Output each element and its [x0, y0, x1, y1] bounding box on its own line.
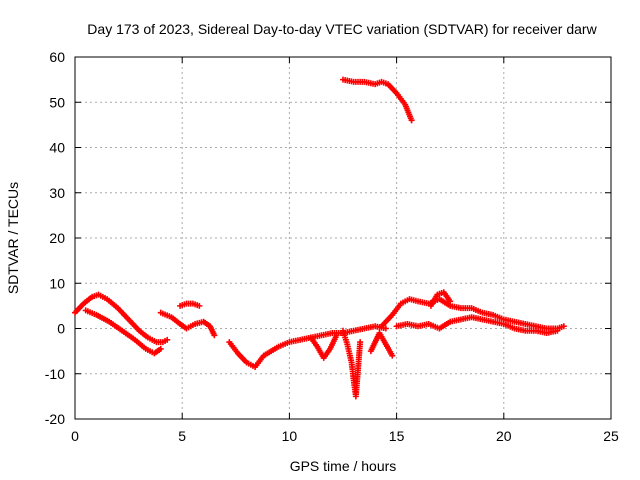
y-tick-label: 10 [49, 275, 65, 291]
y-axis-ticks: -20 -10 0 10 20 30 40 50 60 [45, 49, 611, 427]
x-tick-label: 15 [389, 428, 405, 444]
series-afternoon-upper [378, 296, 567, 332]
data-points [72, 76, 567, 400]
series-afternoon-lower [393, 314, 561, 337]
data-point [196, 302, 203, 309]
chart-title: Day 173 of 2023, Sidereal Day-to-day VTE… [87, 21, 597, 37]
y-tick-label: 0 [57, 321, 65, 337]
data-point [408, 117, 415, 124]
data-point [554, 327, 561, 334]
y-tick-label: -10 [45, 366, 65, 382]
series-early-upper [72, 291, 171, 346]
data-point [389, 352, 396, 359]
data-point [560, 323, 567, 330]
y-tick-label: 50 [49, 94, 65, 110]
y-tick-label: 20 [49, 230, 65, 246]
series-night-low [226, 323, 389, 370]
data-point [447, 298, 454, 305]
x-tick-label: 10 [282, 428, 298, 444]
data-point [164, 336, 171, 343]
data-point [357, 339, 364, 346]
data-point [211, 332, 218, 339]
series-afternoon-peak [427, 289, 454, 309]
series-spike-right [367, 330, 396, 359]
series-mid-hump [177, 300, 203, 309]
series-mid-segment [157, 309, 218, 339]
x-tick-label: 25 [603, 428, 619, 444]
x-axis-ticks: 0 5 10 15 20 25 [71, 57, 619, 444]
data-point [157, 345, 164, 352]
y-tick-label: -20 [45, 411, 65, 427]
y-tick-label: 30 [49, 185, 65, 201]
y-tick-label: 60 [49, 49, 65, 65]
data-point [382, 325, 389, 332]
series-early-lower [82, 307, 164, 357]
x-tick-label: 20 [496, 428, 512, 444]
data-point [333, 332, 340, 339]
y-tick-label: 40 [49, 140, 65, 156]
y-axis-label: SDTVAR / TECUs [5, 182, 21, 294]
x-tick-label: 5 [178, 428, 186, 444]
series-high-arc [340, 76, 415, 124]
series-spike-down [340, 327, 364, 400]
x-tick-label: 0 [71, 428, 79, 444]
grid [75, 57, 611, 419]
series-night-dip [307, 332, 340, 361]
x-axis-label: GPS time / hours [290, 458, 397, 474]
